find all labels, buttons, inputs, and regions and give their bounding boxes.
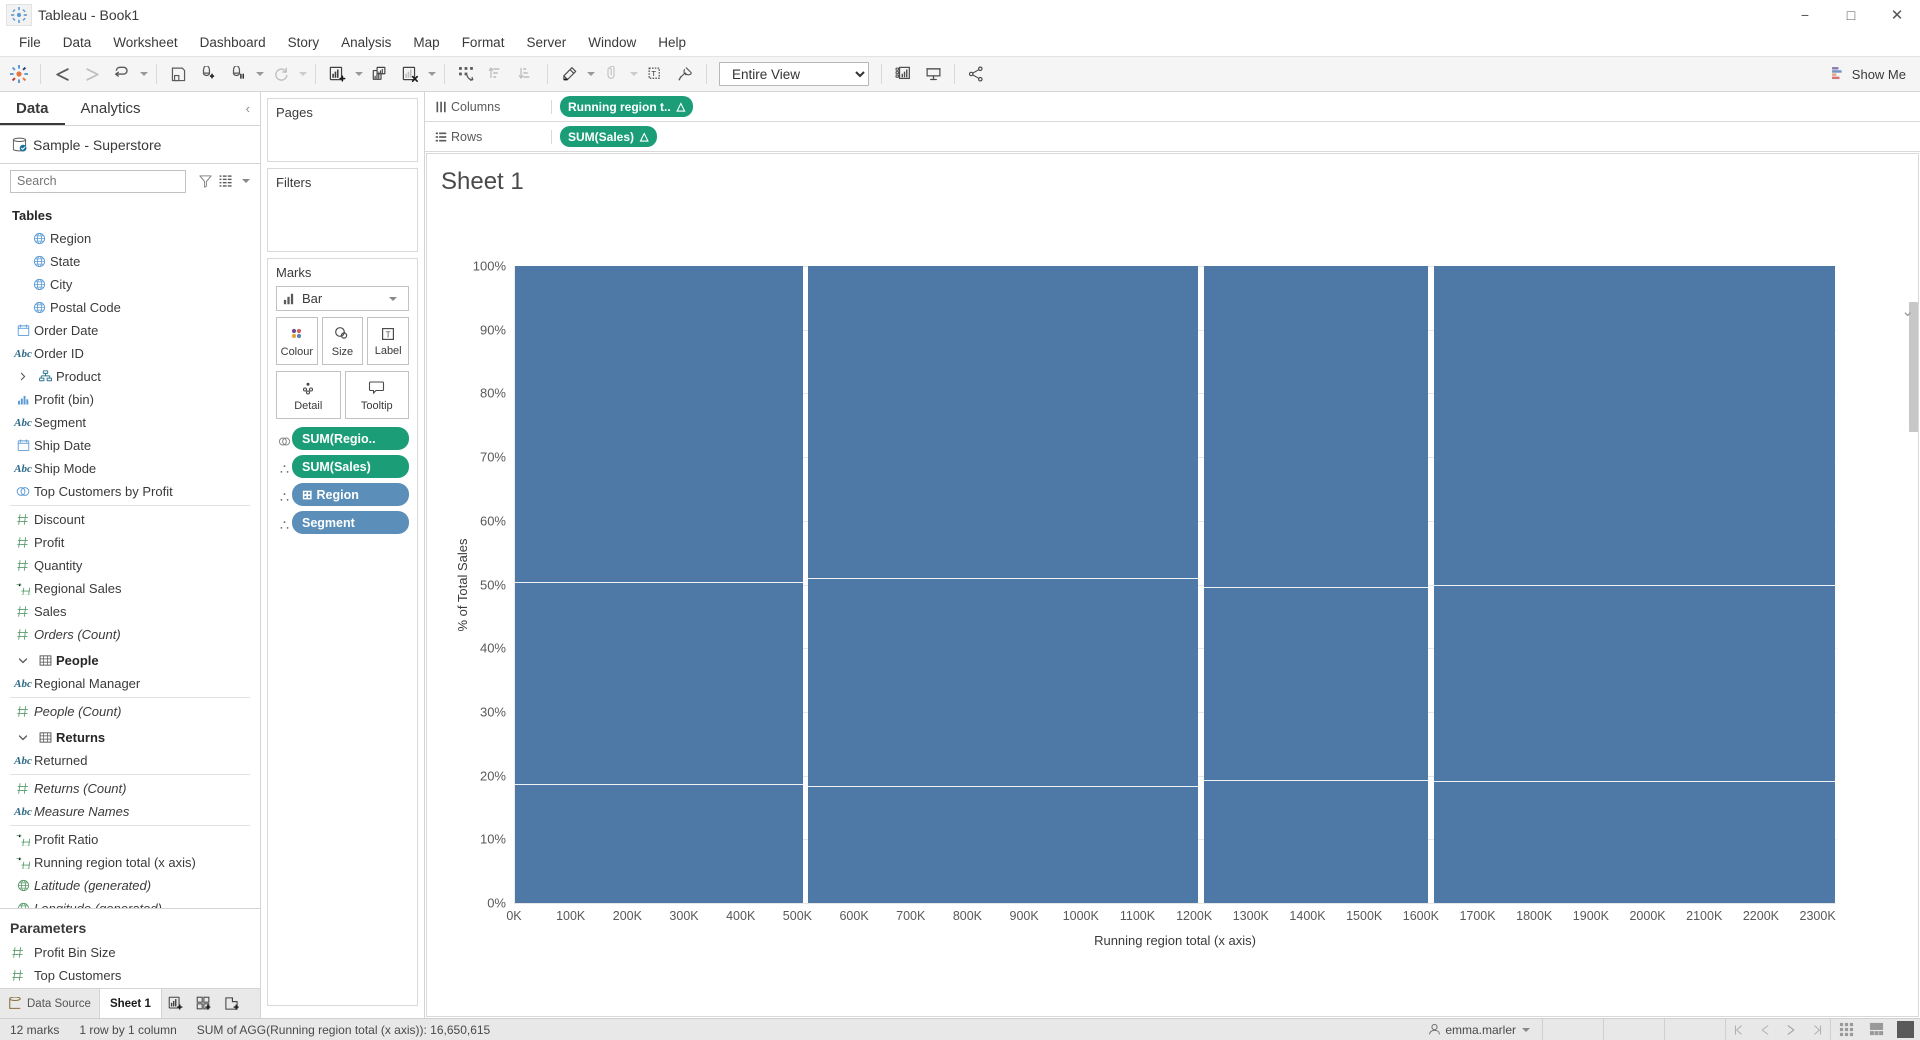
svg-text:T: T bbox=[651, 69, 656, 78]
svg-text:T: T bbox=[386, 331, 391, 340]
